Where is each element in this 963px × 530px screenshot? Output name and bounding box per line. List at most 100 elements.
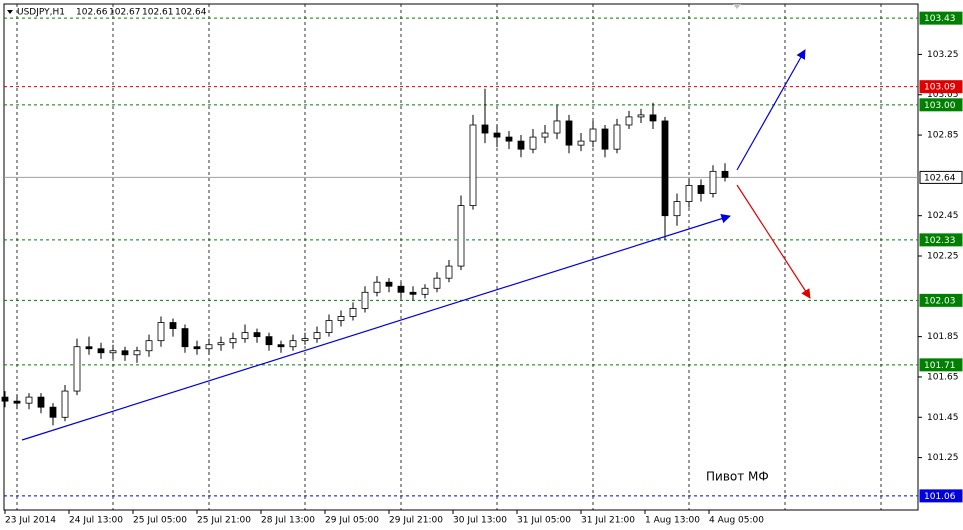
- candle-body: [397, 285, 405, 293]
- symbol: USDJPY,H1: [17, 8, 65, 18]
- down-arrow: [736, 184, 811, 299]
- candle-body: [121, 350, 129, 356]
- candle-body: [73, 346, 81, 392]
- menu-arrow: [7, 10, 13, 14]
- x-tick-label: 31 Jul 21:00: [581, 516, 635, 526]
- x-tick-label: 25 Jul 05:00: [133, 516, 187, 526]
- level-box: [919, 170, 963, 184]
- candle-body: [205, 344, 213, 350]
- x-tick-label: 28 Jul 13:00: [261, 516, 315, 526]
- candle-body: [337, 316, 345, 321]
- level-label: 101.71: [924, 361, 956, 371]
- y-tick-label: 101.45: [927, 413, 959, 423]
- y-tick-label: 101.25: [927, 453, 959, 463]
- level-label: 103.09: [924, 83, 956, 93]
- candle-body: [493, 132, 501, 138]
- candle-body: [481, 124, 489, 134]
- y-tick-label: 101.85: [927, 332, 959, 342]
- candle-body: [673, 201, 681, 217]
- candle-body: [25, 396, 33, 404]
- x-tick-label: 30 Jul 13:00: [453, 516, 507, 526]
- candle-body: [589, 128, 597, 142]
- ohlc-open: 102.66: [76, 8, 108, 18]
- candle-body: [697, 185, 705, 194]
- candle-body: [565, 120, 573, 146]
- candle-body: [577, 140, 585, 146]
- level-box: [919, 11, 963, 25]
- y-tick-label: 101.65: [927, 372, 959, 382]
- candle-body: [49, 406, 57, 418]
- level-box: [919, 233, 963, 247]
- candle-body: [445, 265, 453, 279]
- ohlc-low: 102.61: [142, 8, 174, 18]
- shift-marker: [733, 4, 741, 9]
- candle-body: [13, 400, 21, 404]
- x-tick-label: 29 Jul 21:00: [389, 516, 443, 526]
- candle-body: [373, 281, 381, 293]
- candle-body: [289, 340, 297, 348]
- level-box: [919, 80, 963, 94]
- ohlc-high: 102.67: [109, 8, 141, 18]
- level-box: [919, 293, 963, 307]
- candle-body: [529, 136, 537, 150]
- candle-body: [301, 338, 309, 342]
- level-label: 102.03: [924, 296, 956, 306]
- up-arrow: [736, 49, 806, 171]
- candle-body: [361, 291, 369, 309]
- candle-body: [193, 346, 201, 350]
- candle-body: [181, 328, 189, 348]
- ohlc-close: 102.64: [175, 8, 207, 18]
- y-tick-label: 103.25: [927, 50, 959, 60]
- candle-body: [385, 281, 393, 287]
- level-label: 102.64: [924, 173, 956, 183]
- level-box: [919, 98, 963, 112]
- candle-body: [349, 308, 357, 317]
- candle-body: [709, 170, 717, 194]
- candle-body: [625, 116, 633, 126]
- x-tick-label: 31 Jul 05:00: [517, 516, 571, 526]
- candle-body: [541, 132, 549, 138]
- candle-body: [145, 340, 153, 352]
- x-tick-label: 25 Jul 21:00: [197, 516, 251, 526]
- candle-body: [217, 342, 225, 346]
- level-box: [919, 358, 963, 372]
- candle-body: [265, 336, 273, 346]
- candle-body: [157, 322, 165, 342]
- candle-body: [661, 120, 669, 217]
- candle-body: [637, 114, 645, 118]
- y-tick-label: 102.45: [927, 211, 959, 221]
- candle-body: [601, 128, 609, 150]
- candle-body: [229, 338, 237, 344]
- candle-body: [505, 136, 513, 142]
- candle-body: [37, 396, 45, 408]
- candle-body: [517, 140, 525, 150]
- candle-body: [409, 291, 417, 295]
- candle-body: [325, 320, 333, 334]
- candle-body: [241, 332, 249, 340]
- candle-body: [97, 348, 105, 354]
- x-tick-label: 29 Jul 05:00: [325, 516, 379, 526]
- candle-body: [685, 185, 693, 202]
- candle-body: [61, 390, 69, 418]
- x-tick-label: 24 Jul 13:00: [69, 516, 123, 526]
- x-tick-label: 1 Aug 13:00: [645, 516, 700, 526]
- candle-body: [253, 332, 261, 338]
- y-tick-label: 103.05: [927, 90, 959, 100]
- candle-body: [613, 124, 621, 150]
- y-tick-label: 102.25: [927, 252, 959, 262]
- candle-body: [421, 287, 429, 295]
- candle-body: [277, 344, 285, 348]
- trend-line: [21, 214, 731, 441]
- candle-body: [553, 120, 561, 134]
- candle-body: [85, 346, 93, 350]
- level-label: 103.43: [924, 14, 956, 24]
- candle-body: [169, 322, 177, 329]
- x-tick-label: 4 Aug 05:00: [709, 516, 764, 526]
- candle-body: [109, 350, 117, 354]
- x-tick-label: 23 Jul 2014: [5, 516, 56, 526]
- candle-body: [313, 332, 321, 340]
- candle-body: [133, 350, 141, 356]
- candle-body: [469, 124, 477, 207]
- level-label: 102.33: [924, 236, 956, 246]
